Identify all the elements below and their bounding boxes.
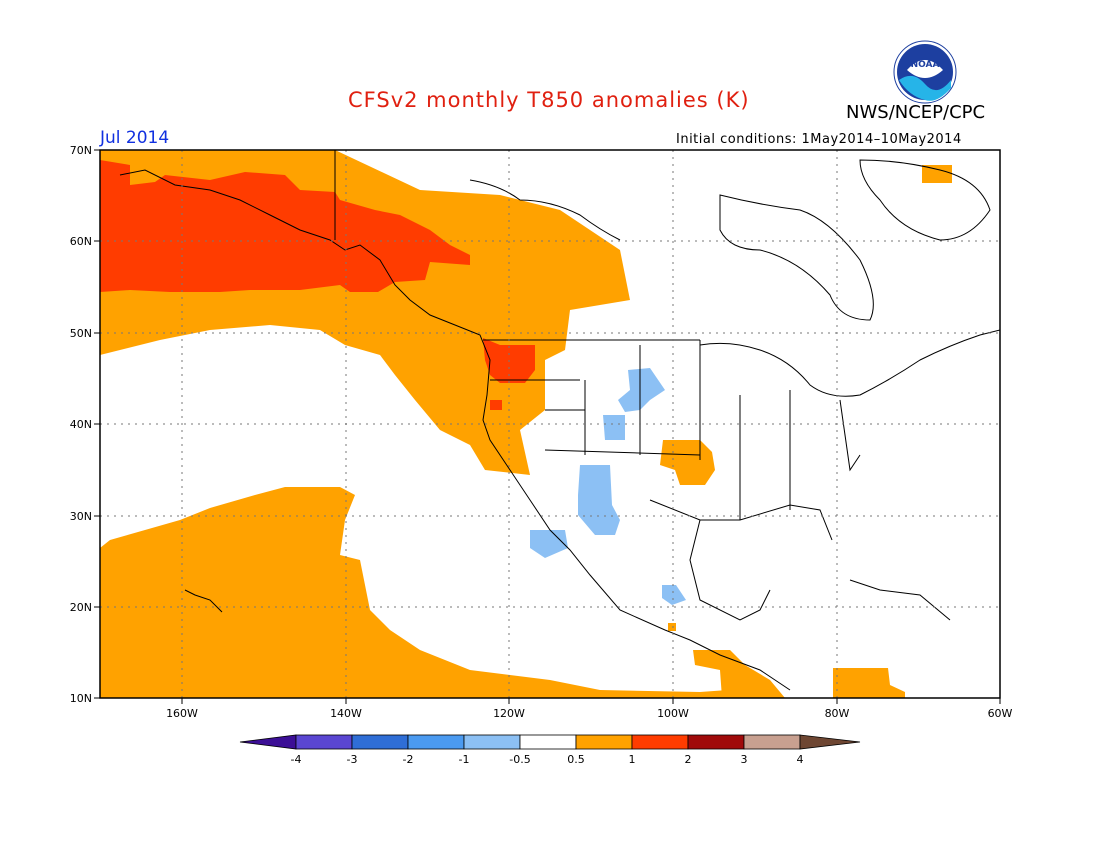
lon-label: 140W <box>330 707 362 720</box>
legend-tick-label: 4 <box>797 753 804 766</box>
anomaly-region-orange-centam <box>693 650 785 698</box>
legend-tick-label: -1 <box>459 753 470 766</box>
anomaly-region-red-alaska <box>100 160 470 292</box>
legend-swatch <box>575 734 633 750</box>
legend-swatch <box>463 734 521 750</box>
lon-label: 100W <box>657 707 689 720</box>
lon-ticks <box>181 698 1001 704</box>
lon-labels: 160W 140W 120W 100W 80W 60W <box>166 707 1012 720</box>
coastlines <box>119 150 1000 691</box>
initial-conditions: Initial conditions: 1May2014–10May2014 <box>676 132 962 147</box>
anomaly-region-blue-utah <box>603 415 625 440</box>
organization-label: NWS/NCEP/CPC <box>846 102 986 123</box>
legend-tick-label: 3 <box>741 753 748 766</box>
anomaly-region-orange-pacific <box>100 487 728 698</box>
legend-swatch <box>743 734 801 750</box>
anomaly-region-blue-mexico <box>662 585 686 605</box>
color-legend <box>239 734 861 750</box>
anomaly-region-orange-plains <box>660 440 715 485</box>
lat-label: 20N <box>70 601 92 614</box>
lon-label: 60W <box>988 707 1013 720</box>
logo-text: NOAA <box>911 60 940 70</box>
legend-tick-label: 1 <box>629 753 636 766</box>
lon-label: 120W <box>493 707 525 720</box>
legend-labels: -4 -3 -2 -1 -0.5 0.5 1 2 3 4 <box>291 753 804 766</box>
legend-swatch <box>407 734 465 750</box>
lat-label: 60N <box>70 235 92 248</box>
legend-swatch <box>295 734 353 750</box>
lat-label: 40N <box>70 418 92 431</box>
lat-label: 50N <box>70 327 92 340</box>
lat-label: 30N <box>70 510 92 523</box>
legend-swatch <box>631 734 689 750</box>
lat-label: 70N <box>70 144 92 157</box>
forecast-month: Jul 2014 <box>100 128 170 148</box>
legend-tick-label: -4 <box>291 753 302 766</box>
legend-swatch <box>687 734 745 750</box>
legend-swatch <box>519 734 577 750</box>
graticule <box>100 150 1000 698</box>
lat-ticks <box>94 149 100 699</box>
anomaly-region-blue-arizona <box>578 465 620 535</box>
legend-tick-label: 2 <box>685 753 692 766</box>
lat-labels: 70N 60N 50N 40N 30N 20N 10N <box>70 144 92 705</box>
legend-tick-label: 0.5 <box>567 753 585 766</box>
lon-label: 80W <box>825 707 850 720</box>
map-title: CFSv2 monthly T850 anomalies (K) <box>348 88 750 112</box>
legend-tick-label: -2 <box>403 753 414 766</box>
legend-swatch-above-4 <box>799 734 861 750</box>
legend-tick-label: -3 <box>347 753 358 766</box>
legend-tick-label: -0.5 <box>509 753 530 766</box>
lat-label: 10N <box>70 692 92 705</box>
anomaly-region-red-small <box>490 400 502 410</box>
anomaly-region-orange-caribbean <box>833 668 905 698</box>
lon-label: 160W <box>166 707 198 720</box>
legend-swatch-below-neg4 <box>239 734 297 750</box>
legend-swatch <box>351 734 409 750</box>
anomaly-region-blue-baja <box>530 530 568 558</box>
anomaly-region-orange-greenland <box>922 165 952 183</box>
anomaly-region-blue-rockies <box>618 368 665 412</box>
noaa-logo: NOAA <box>893 40 957 104</box>
